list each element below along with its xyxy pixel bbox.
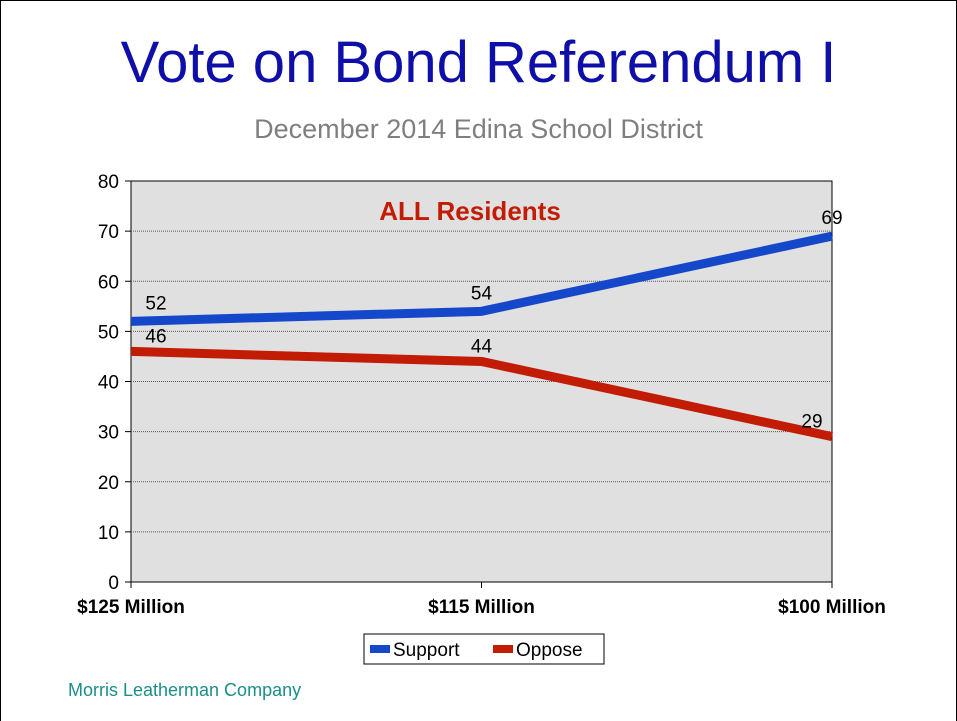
legend-box — [363, 633, 605, 665]
chart-annotation: ALL Residents — [379, 196, 561, 226]
y-tick-label: 70 — [98, 222, 119, 243]
data-label: 54 — [471, 283, 493, 304]
series-line-support — [130, 231, 833, 326]
slide-subtitle: December 2014 Edina School District — [254, 114, 703, 144]
x-tick-label: $115 Million — [428, 597, 535, 618]
data-label: 69 — [821, 208, 842, 229]
y-tick-label: 30 — [98, 423, 119, 444]
data-label: 52 — [145, 293, 166, 314]
y-tick-label: 40 — [98, 373, 119, 394]
x-tick-label: $100 Million — [778, 597, 886, 618]
series-line-oppose — [130, 346, 833, 442]
data-label: 46 — [145, 326, 166, 347]
y-tick-label: 80 — [98, 172, 119, 193]
x-tick-label: $125 Million — [77, 597, 185, 618]
y-tick-label: 10 — [98, 523, 119, 544]
legend-swatch-oppose — [493, 645, 513, 653]
data-label: 29 — [801, 412, 822, 433]
legend-swatch-support — [370, 645, 390, 653]
y-tick-label: 50 — [98, 322, 119, 343]
slide-title: Vote on Bond Referendum I — [120, 30, 837, 95]
legend-label: Support — [393, 640, 460, 661]
y-tick-label: 60 — [98, 272, 119, 293]
data-label: 44 — [471, 336, 493, 357]
legend-label: Oppose — [516, 640, 583, 661]
y-tick-label: 0 — [108, 573, 119, 594]
y-tick-label: 20 — [98, 473, 119, 494]
footer-credit: Morris Leatherman Company — [68, 680, 302, 700]
